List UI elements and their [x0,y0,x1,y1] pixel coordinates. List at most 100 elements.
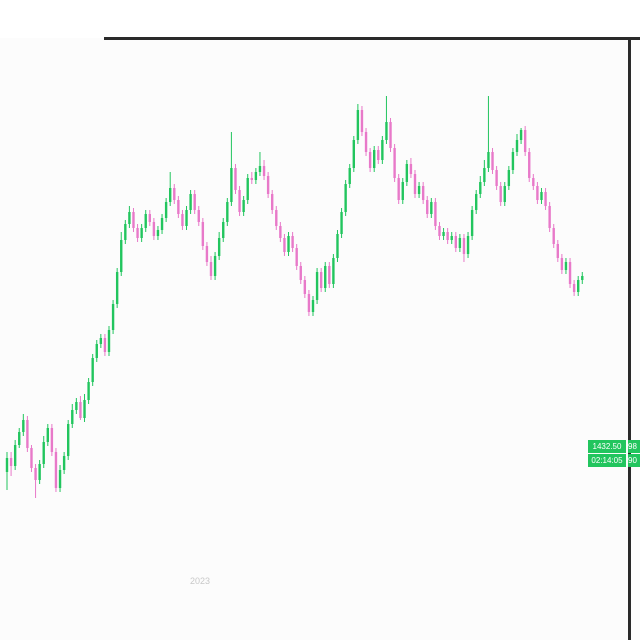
candle-body [475,194,478,210]
candle-body [564,262,568,270]
candle-body [254,172,258,180]
candle-body [572,284,576,292]
candle-body [209,262,213,276]
candle-body [177,200,180,214]
candle-body [450,236,453,240]
candle-body [377,150,380,160]
candle-body [458,238,462,248]
candle-body [413,174,417,194]
last-price-edge-label: 98 [628,440,640,453]
candle-body [222,222,225,238]
candle-body [144,214,147,228]
candle-body [258,166,262,172]
candle-body [495,170,498,186]
candle-body [120,240,123,272]
candle-body [9,458,13,466]
candle-body [79,402,82,418]
candle-body [99,338,103,344]
candle-body [246,178,249,200]
candle-body [189,194,192,210]
candle-body [283,238,286,252]
candle-body [22,420,25,432]
candle-body [581,276,584,280]
candle-body [434,202,437,226]
candle-body [30,448,33,468]
candle-body [307,294,311,312]
candle-body [336,234,339,258]
candle-body [128,212,131,224]
candle-body [556,244,559,258]
candle-body [315,272,319,300]
candle-body [26,420,29,448]
candle-body [442,232,445,236]
candle-body [319,272,323,288]
candle-body [169,188,172,202]
candle-body [95,344,98,358]
candle-body [234,168,237,190]
candle-body [385,122,388,140]
candle-body [279,226,282,238]
candle-body [185,210,188,226]
candle-body [226,202,229,222]
candle-body [519,130,523,140]
candle-body [577,280,580,292]
candle-body [201,222,205,246]
candle-body [332,258,335,284]
candle-body [373,150,376,168]
bar-countdown-label: 02:14:05 [588,454,626,467]
candle-body [266,176,270,194]
candle-body [291,236,294,248]
candle-body [454,236,457,248]
candle-body [46,428,49,442]
price-axis-divider [628,38,631,640]
candle-body [479,182,482,194]
candle-body [548,206,551,228]
candle-body [115,272,119,304]
candle-body [217,238,221,256]
candle-body [38,464,41,480]
candle-body [34,468,37,480]
candle-body [466,236,470,254]
candle-body [50,428,54,452]
candle-body [193,194,196,210]
candle-body [393,148,396,178]
candle-body [107,330,111,352]
candle-body [487,152,490,168]
candle-body [421,186,425,200]
candle-body [328,266,331,284]
candle-body [511,152,515,170]
candle-body [503,186,506,202]
candle-body [532,178,535,186]
candle-body [197,210,200,222]
candle-body [67,424,70,456]
candle-body [368,152,372,168]
candle-body [71,410,74,424]
candle-body [18,432,21,445]
candle-body [140,228,143,238]
countdown-edge-label: 90 [628,454,640,467]
candle-body [75,402,78,410]
candle-body [271,194,274,210]
candle-body [405,164,409,182]
candle-body [242,200,245,212]
candle-body [499,186,502,202]
candle-body [62,456,66,470]
candle-body [483,168,486,182]
candle-body [540,192,543,200]
candle-body [164,202,168,218]
candle-body [438,226,441,236]
candle-body [552,228,555,244]
candle-body [491,152,494,170]
candle-body [560,258,564,270]
last-price-label: 1432.50 [588,440,626,453]
candle-body [181,214,184,226]
candle-body [344,184,347,212]
candle-body [515,140,519,152]
candle-body [13,445,17,466]
candle-body [42,442,45,464]
chart-top-border [104,37,640,40]
candle-body [401,182,404,200]
candle-body [213,256,217,276]
candle-body [173,188,176,200]
